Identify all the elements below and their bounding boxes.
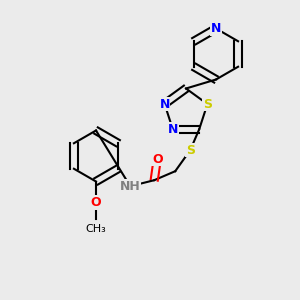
Text: O: O [91, 196, 101, 209]
Text: S: S [203, 98, 212, 110]
Text: N: N [159, 98, 170, 110]
Text: N: N [211, 22, 221, 35]
Text: CH₃: CH₃ [85, 224, 106, 235]
Text: N: N [168, 123, 178, 136]
Text: S: S [186, 144, 195, 157]
Text: O: O [152, 153, 163, 166]
Text: NH: NH [120, 180, 141, 193]
